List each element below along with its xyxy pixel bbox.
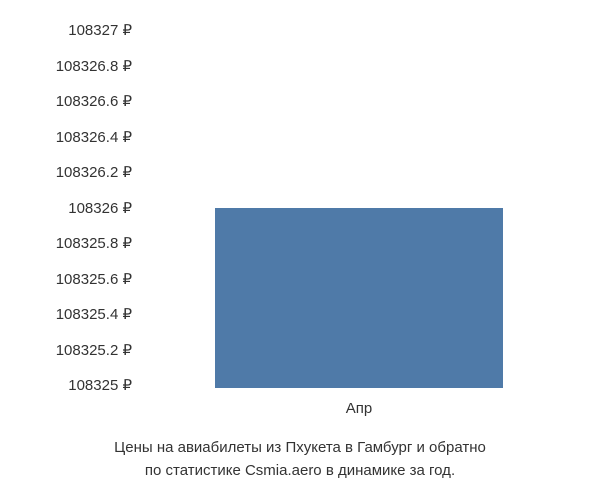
bar [215, 208, 503, 388]
caption-line-2: по статистике Csmia.aero в динамике за г… [145, 462, 455, 479]
y-tick: 108325 ₽ [0, 378, 140, 393]
y-tick: 108326 ₽ [0, 201, 140, 216]
caption-line-1: Цены на авиабилеты из Пхукета в Гамбург … [114, 439, 486, 456]
y-axis: 108327 ₽ 108326.8 ₽ 108326.6 ₽ 108326.4 … [0, 23, 140, 393]
y-tick: 108326.4 ₽ [0, 130, 140, 145]
plot-area [140, 27, 580, 387]
y-tick: 108325.4 ₽ [0, 307, 140, 322]
y-tick: 108326.8 ₽ [0, 59, 140, 74]
y-tick: 108326.2 ₽ [0, 165, 140, 180]
y-tick: 108325.2 ₽ [0, 343, 140, 358]
x-tick: Апр [339, 400, 379, 417]
y-tick: 108325.6 ₽ [0, 272, 140, 287]
chart-container: 108327 ₽ 108326.8 ₽ 108326.6 ₽ 108326.4 … [0, 0, 600, 500]
chart-caption: Цены на авиабилеты из Пхукета в Гамбург … [0, 437, 600, 482]
y-tick: 108325.8 ₽ [0, 236, 140, 251]
y-tick: 108326.6 ₽ [0, 94, 140, 109]
y-tick: 108327 ₽ [0, 23, 140, 38]
